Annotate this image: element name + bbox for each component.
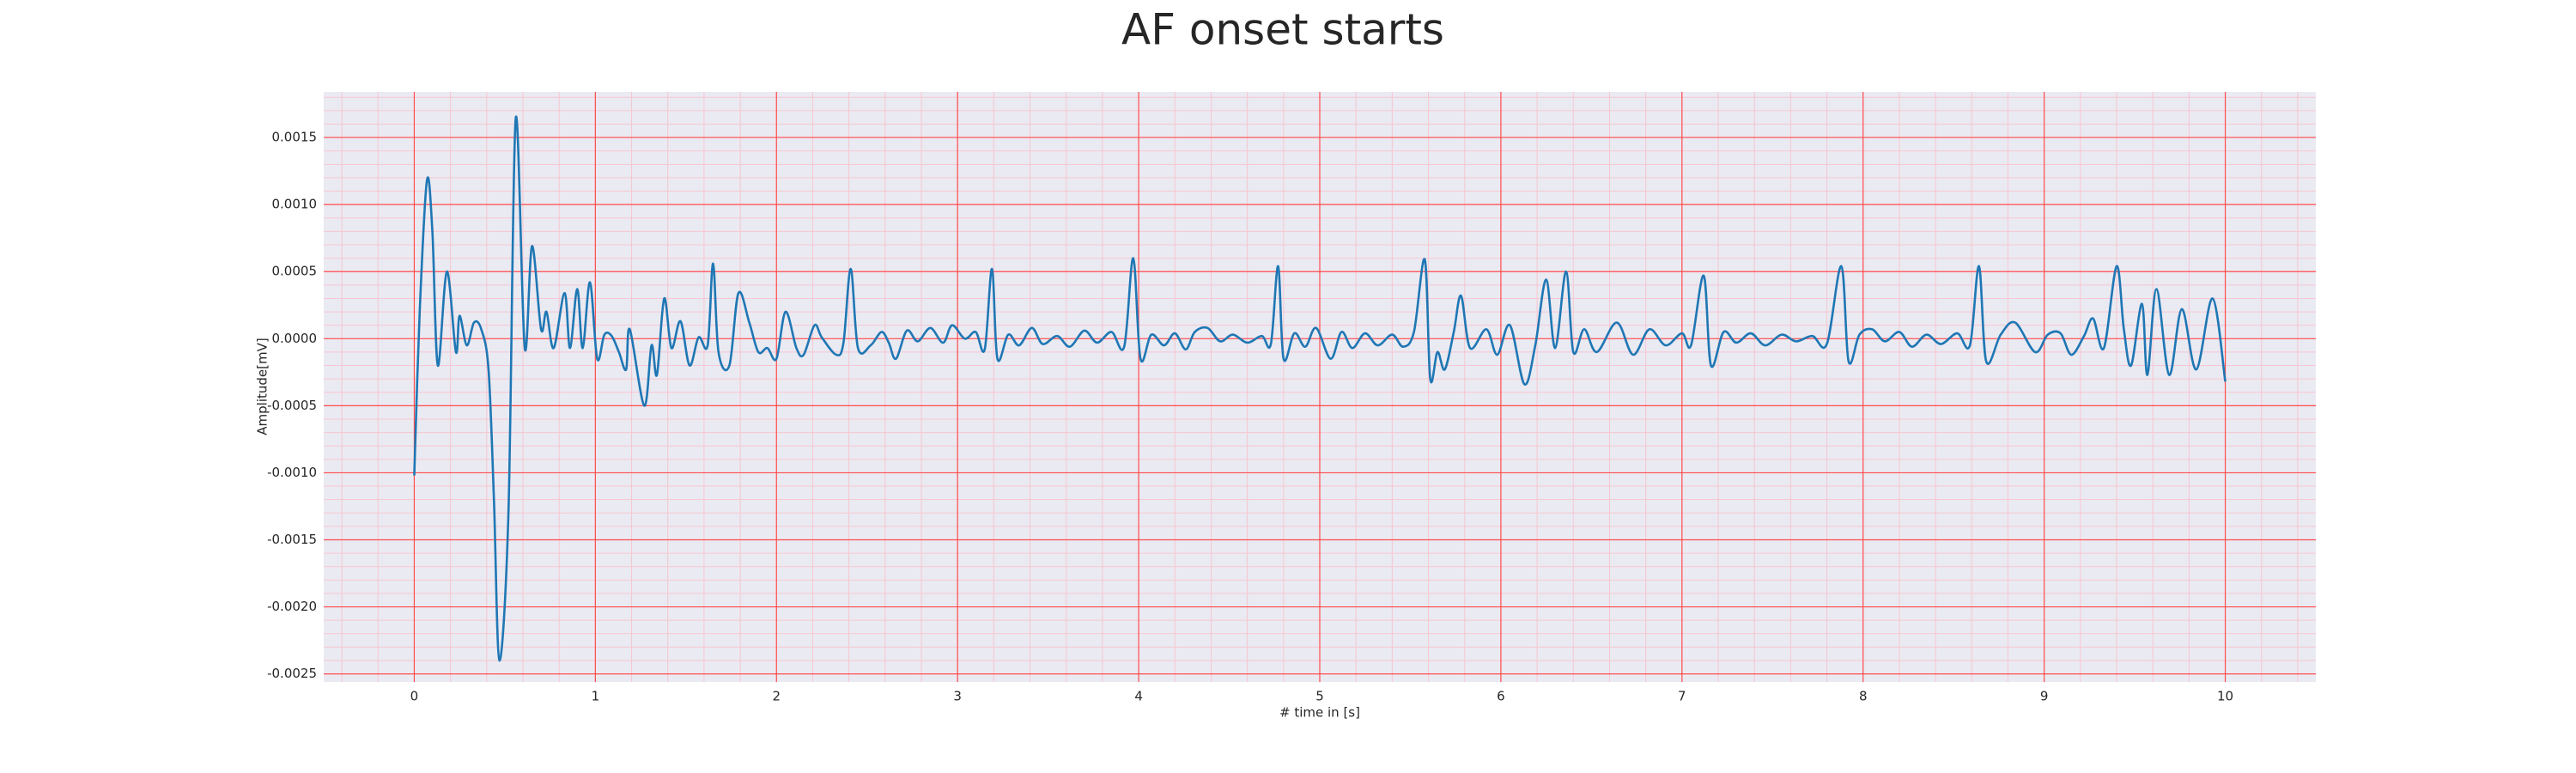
x-tick-label: 3 <box>953 689 962 704</box>
x-tick-label: 1 <box>592 689 600 704</box>
x-tick-label: 2 <box>772 689 781 704</box>
y-tick-label: -0.0020 <box>267 599 317 614</box>
chart-title: AF onset starts <box>1121 5 1444 55</box>
x-axis-label: # time in [s] <box>1279 705 1360 721</box>
x-tick-label: 7 <box>1678 689 1686 704</box>
y-tick-label: 0.0015 <box>272 130 318 145</box>
y-tick-label: -0.0015 <box>267 532 317 547</box>
y-tick-label: 0.0005 <box>272 264 318 279</box>
x-tick-label: 4 <box>1134 689 1143 704</box>
y-tick-label: 0.0010 <box>272 197 318 212</box>
y-tick-label: 0.0000 <box>272 331 318 346</box>
y-tick-label: -0.0005 <box>267 398 317 413</box>
y-tick-label: -0.0010 <box>267 465 317 480</box>
x-tick-label: 6 <box>1497 689 1505 704</box>
y-axis-label: Amplitude[mV] <box>255 338 270 435</box>
x-tick-label: 0 <box>410 689 419 704</box>
x-tick-label: 9 <box>2040 689 2049 704</box>
x-tick-label: 10 <box>2217 689 2233 704</box>
y-tick-label: -0.0025 <box>267 666 317 681</box>
data-line <box>413 115 2227 662</box>
x-tick-label: 5 <box>1315 689 1324 704</box>
x-tick-label: 8 <box>1859 689 1868 704</box>
